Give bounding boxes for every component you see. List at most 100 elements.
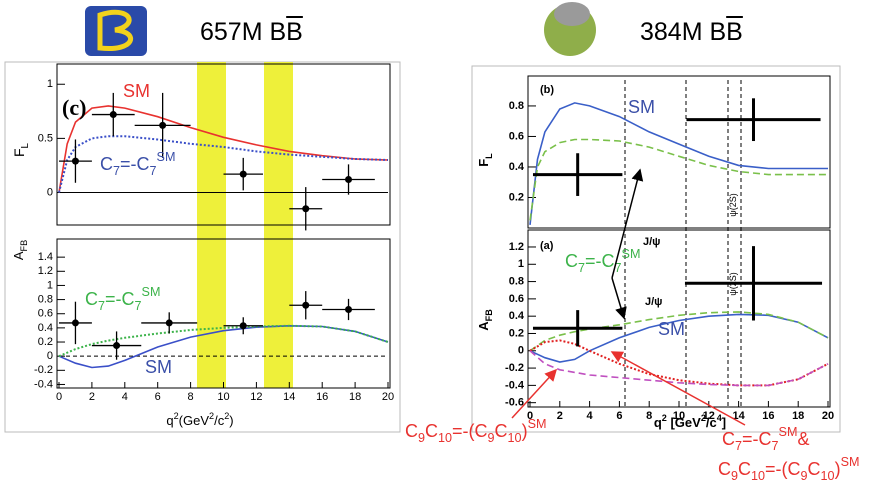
text-part: SM <box>145 357 172 377</box>
curve <box>529 102 828 225</box>
text-part: 2 <box>174 411 179 421</box>
plots: 00.51-0.4-0.200.20.40.60.811.21.40 2 4 6 8 10… <box>34 63 834 422</box>
x-tick-label: 4 <box>122 391 128 403</box>
text-part: 7 <box>113 164 120 178</box>
x-tick-label: 18 <box>349 391 361 403</box>
arrow <box>610 351 746 426</box>
text-part: 7 <box>615 261 622 275</box>
curve <box>58 135 389 193</box>
x-tick-label: 12 <box>703 410 715 422</box>
y-tick-label: -0.2 <box>505 362 524 374</box>
text-part: 10 <box>438 431 452 445</box>
text-part: C <box>495 421 508 441</box>
curve <box>58 105 389 193</box>
panel-label: (a) <box>540 240 554 252</box>
plot-frame <box>527 75 831 229</box>
text-part: [GeV <box>667 415 701 430</box>
y-tick-label: 0.4 <box>509 310 525 322</box>
x-tick-label: 8 <box>188 391 194 403</box>
text-part: C <box>565 251 578 271</box>
x-tick-label: 10 <box>217 391 229 403</box>
text-part: 7 <box>98 299 105 313</box>
y-tick-label: 0.2 <box>509 191 524 203</box>
text-part: 9 <box>801 469 808 483</box>
text-part: C <box>738 459 751 479</box>
x-tick-label: 14 <box>283 391 295 403</box>
heading-text: B <box>726 18 743 46</box>
x-tick-label: 8 <box>646 410 652 422</box>
x-tick-label: 0 <box>56 391 62 403</box>
text-part: 9 <box>488 431 495 445</box>
y-tick-label: 0 <box>518 345 524 357</box>
text-part: SM <box>142 285 161 299</box>
text-part: L <box>484 153 494 159</box>
y-tick-label: -0.6 <box>505 397 524 409</box>
y-tick-label: -0.4 <box>34 378 53 390</box>
y-tick-label: -0.2 <box>34 364 53 376</box>
text-part: =-(C <box>452 421 488 441</box>
text-part: C <box>405 421 418 441</box>
x-tick-label: 16 <box>762 410 774 422</box>
x-tick-label: 18 <box>792 410 804 422</box>
text-part: =-(C <box>765 459 801 479</box>
annotation: SM <box>628 97 655 117</box>
text-part: 7 <box>578 261 585 275</box>
annotation: J/ψ <box>645 296 662 308</box>
x-tick-label: 14 <box>732 410 745 422</box>
text-part: ψ(2S) <box>728 193 738 216</box>
right-panel <box>471 65 841 433</box>
text-part: C <box>722 429 735 449</box>
plot-frame <box>56 63 391 226</box>
y-tick-label: 1 <box>47 279 53 291</box>
heading-text: B <box>286 18 303 46</box>
text-part: 7 <box>735 439 742 453</box>
x-tick-label: 6 <box>616 410 622 422</box>
text-part: /c <box>706 415 717 430</box>
y-tick-label: 0.6 <box>509 293 524 305</box>
x-tick-label: 20 <box>822 410 834 422</box>
annotation: SM <box>123 81 150 101</box>
arrow <box>611 168 644 279</box>
text-part: A <box>11 251 26 260</box>
text-part: 2 <box>209 411 214 421</box>
belle-logo-mark <box>97 9 134 51</box>
curve <box>529 138 828 221</box>
text-part: 7 <box>135 299 142 313</box>
text-part: ) <box>835 459 841 479</box>
x-tick-label: 16 <box>316 391 328 403</box>
y-axis-label: AFB <box>11 240 29 260</box>
data-point <box>113 342 121 350</box>
text-part: SM <box>157 150 176 164</box>
data-point <box>159 121 167 129</box>
text-part: =-C <box>120 154 150 174</box>
y-tick-label: 1.2 <box>38 265 53 277</box>
annotation: J/ψ <box>643 236 660 248</box>
y-tick-label: 0.6 <box>38 308 53 320</box>
curve <box>58 324 389 369</box>
data-point <box>239 322 247 330</box>
text-part: (GeV <box>179 413 210 428</box>
y-axis-label: FL <box>476 153 494 167</box>
veto-lines <box>624 80 742 407</box>
y-tick-label: 1.2 <box>509 241 524 253</box>
text-part: SM <box>658 319 685 339</box>
y-axis-label: FL <box>11 142 31 157</box>
text-part: FB <box>484 309 494 322</box>
annotation: SM <box>658 319 685 339</box>
text-part: C <box>808 459 821 479</box>
text-part: ) <box>229 413 233 428</box>
x-axis-label: q2(GeV2/c2) <box>166 411 233 428</box>
note: C9C10=-(C9C10)SM <box>718 455 859 483</box>
y-tick-label: 0.8 <box>509 275 524 287</box>
text-part: C <box>100 154 113 174</box>
text-part: L <box>20 142 31 148</box>
text-part: C <box>718 459 731 479</box>
annotation: ψ(2S) <box>728 193 738 216</box>
data-point <box>239 170 247 178</box>
text-part: A <box>476 321 491 331</box>
note: C7=-C7SM& <box>722 425 809 453</box>
text-part: SM <box>779 425 798 439</box>
y-tick-label: 0.5 <box>38 132 53 144</box>
